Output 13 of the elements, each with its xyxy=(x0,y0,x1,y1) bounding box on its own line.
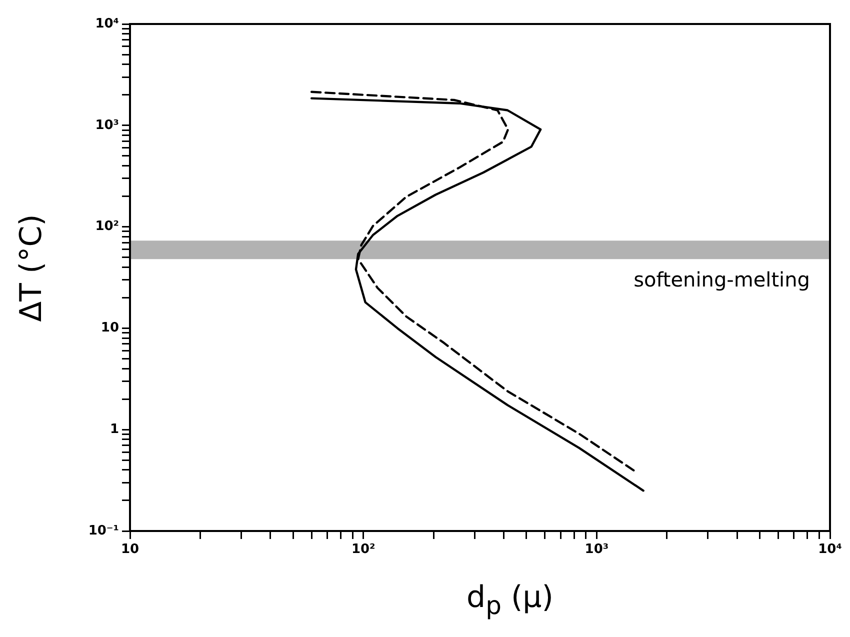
y-tick-label: 10² xyxy=(95,219,119,234)
y-axis-title: ΔT (°C) xyxy=(13,213,50,324)
y-tick-label: 10⁻¹ xyxy=(88,523,119,538)
x-tick-label: 10² xyxy=(351,542,376,558)
x-tick-label: 10 xyxy=(120,542,140,558)
band-label: softening-melting xyxy=(634,267,810,292)
y-tick-label: 10⁴ xyxy=(95,16,120,32)
y-tick-label: 10³ xyxy=(95,118,119,133)
x-axis-title: d$_{p}$ (μ) xyxy=(466,580,554,620)
x-tick-label: 10⁴ xyxy=(818,542,842,558)
y-tick-label: 10 xyxy=(100,320,119,336)
x-tick-label: 10³ xyxy=(584,542,609,558)
y-tick-label: 1 xyxy=(110,422,119,437)
